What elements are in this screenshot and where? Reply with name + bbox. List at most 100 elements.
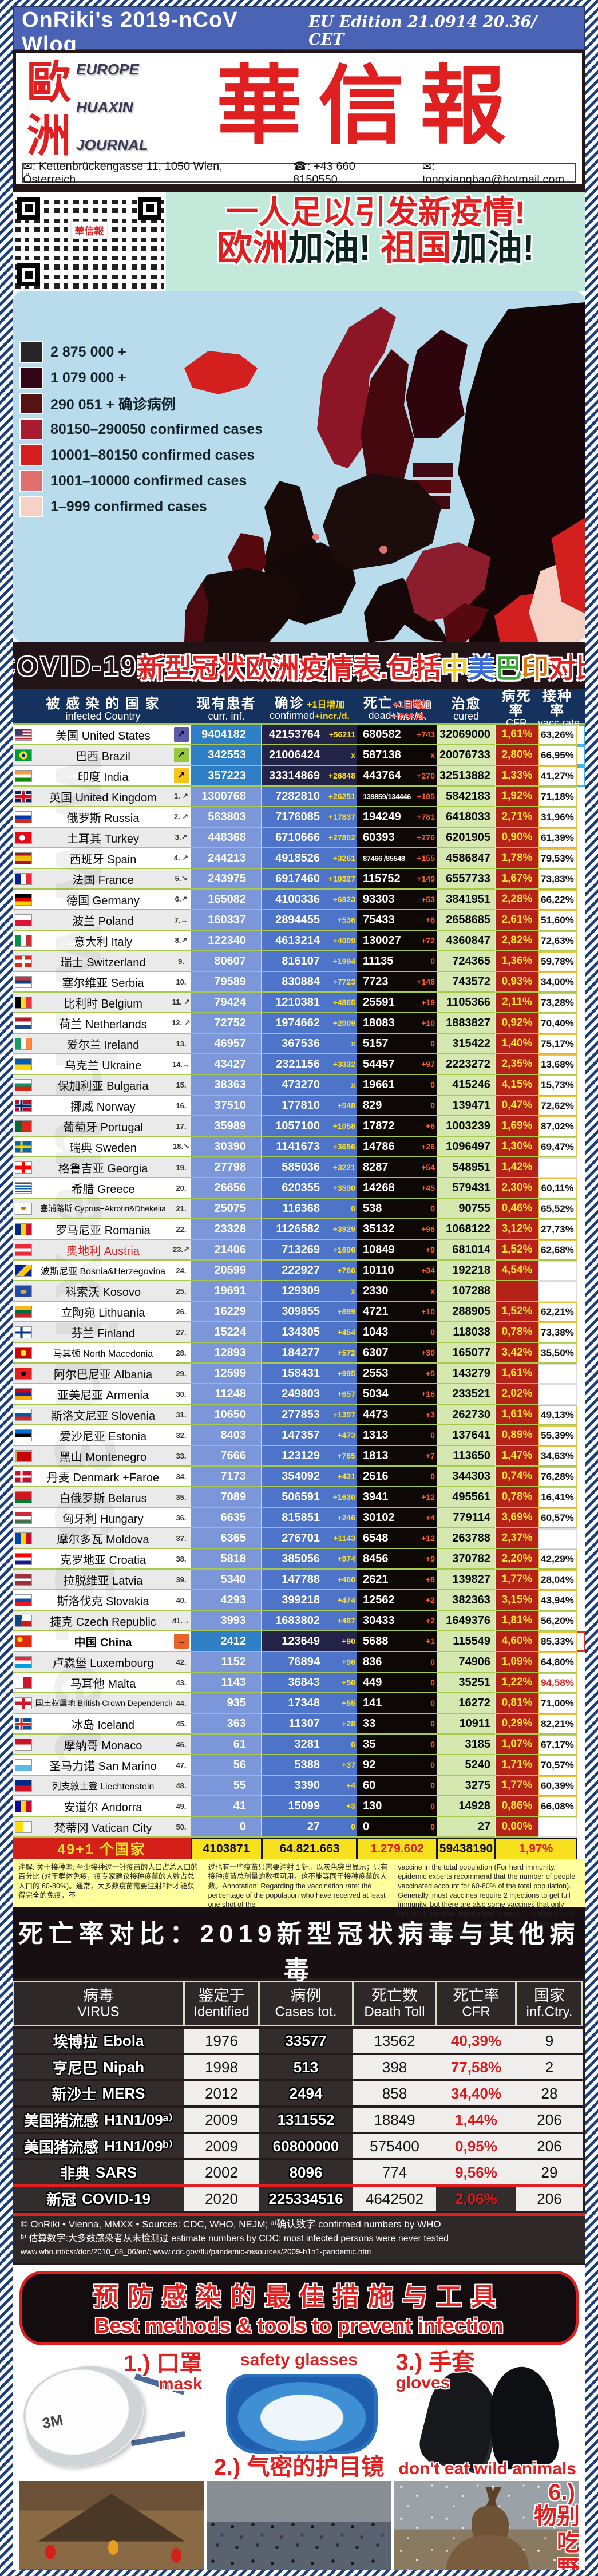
dead-increase: +5 [426, 1369, 435, 1378]
virus-cfr: 0,95% [436, 2134, 516, 2158]
rank-cell: 38. [172, 1549, 191, 1570]
dead-increase: 0 [430, 957, 435, 966]
dead-cell: 7723 +148 [357, 972, 437, 993]
rank-cell: 47. [172, 1755, 191, 1776]
confirmed-increase: +90 [342, 1637, 355, 1646]
country-name: 塞尔维亚 Serbia [34, 972, 172, 993]
rank-cell: 18.↘ [172, 1137, 191, 1157]
legend-item: 10001–80150 confirmed cases [19, 444, 263, 466]
rank-cell: 37. [172, 1528, 191, 1549]
col-cfr: 病死率 CFR [501, 689, 532, 729]
cured-value: 2658685 [437, 910, 495, 931]
confirmed-increase: +246 [337, 1513, 355, 1522]
table-row: 瑞士 Switzerland 9. 80607 816107 +1994 11135 0 72… [13, 951, 585, 972]
ro-flag-icon [15, 1223, 32, 1235]
mk-flag-icon [15, 1346, 32, 1359]
dead-increase: +10 [421, 1307, 435, 1316]
se-flag-icon [15, 1140, 32, 1153]
country-name: 瑞典 Sweden [34, 1137, 172, 1157]
country-name: 西班牙 Spain [34, 848, 172, 869]
flag-cell [13, 1508, 34, 1528]
vaccination-rate: 66,95% [538, 745, 577, 766]
cfr-value: 2,61% [495, 910, 538, 931]
current-infected-value: 56 [191, 1755, 262, 1776]
cfr-value: 0,86% [495, 1796, 538, 1817]
cfr-value: 0,47% [495, 1096, 538, 1116]
country-name: 希腊 Greece [34, 1178, 172, 1199]
current-infected-value: 342553 [191, 745, 262, 766]
table-row: 白俄罗斯 Belarus 35. 7089 506591 +1630 3941 +12 495… [13, 1487, 585, 1508]
flag-cell [13, 1075, 34, 1096]
dead-value: 115752 [363, 872, 401, 885]
confirmed-value: 1683802 [275, 1614, 320, 1627]
table-row: 列支敦士登 Liechtenstein 48. 55 3390 +4 60 0 3275 1,7… [13, 1776, 585, 1796]
virus-name: 美国猪流感 H1N1/09ᵇ⁾ [13, 2134, 184, 2158]
fi-flag-icon [15, 1326, 32, 1338]
virus-row: 新沙士 MERS 2012 2494 858 34,40% 28 [13, 2081, 585, 2108]
confirmed-increase: +1696 [332, 1245, 355, 1254]
flag-cell [13, 1157, 34, 1178]
table-row: 斯洛文尼亚 Slovenia 31. 10650 277853 +1397 4473 +3 2… [13, 1405, 585, 1425]
cfr-value: 2,11% [495, 993, 538, 1013]
dead-cell: 6548 +12 [357, 1528, 437, 1549]
cured-value: 10911 [437, 1714, 495, 1735]
flag-cell [13, 787, 34, 807]
legend-item: 80150–290050 confirmed cases [19, 418, 263, 440]
country-name: 土耳其 Turkey [34, 828, 172, 848]
vaccination-rate [538, 1364, 577, 1384]
current-infected-value: 6635 [191, 1508, 262, 1528]
confirmed-increase: +460 [337, 1575, 355, 1584]
dead-increase: +53 [421, 895, 435, 904]
vaccination-rate [538, 1157, 577, 1178]
cured-value: 779114 [437, 1508, 495, 1528]
fatality-banner-cn: 死亡率对比：2019新型冠状病毒与其他病毒 [18, 1920, 580, 1985]
table-row: 意大利 Italy 8.↗ 122340 4613214 +4009 130027 +72 4… [13, 931, 585, 951]
virus-table-body: 埃博拉 Ebola 1976 33577 13562 40,39% 9 亨尼巴 Nipah 199… [13, 2029, 585, 2213]
country-name: 俄罗斯 Russia [34, 807, 172, 828]
confirmed-value: 249803 [282, 1387, 320, 1400]
legend-label: 1001–10000 confirmed cases [50, 472, 247, 489]
country-name: 摩纳哥 Monaco [34, 1735, 172, 1755]
dead-cell: 1313 0 [357, 1425, 437, 1446]
dead-value: 60393 [363, 831, 395, 844]
prevention-item-mask: 3M 1.) 口罩 mask [19, 2350, 206, 2479]
virus-identified: 1998 [184, 2055, 259, 2079]
flag-cell [13, 869, 34, 890]
dead-increase: 0 [430, 1039, 435, 1048]
table-row: 波兰 Poland 7.→ 160337 2894455 +536 75433 +8 2658… [13, 910, 585, 931]
confirmed-value: 33314869 [269, 769, 320, 782]
legend-item: 1001–10000 confirmed cases [19, 470, 263, 492]
dead-increase: 0 [430, 1801, 435, 1811]
confirmed-cell: 33314869 +26848 [262, 766, 357, 787]
dead-increase: +12 [421, 1534, 435, 1543]
vaccination-rate: 62,68% [538, 1240, 577, 1261]
flag-cell [13, 725, 34, 745]
country-name: 荷兰 Netherlands [34, 1013, 172, 1034]
in-flag-icon [15, 769, 32, 782]
country-name: 格鲁吉亚 Georgia [34, 1157, 172, 1178]
virus-identified: 2020 [184, 2187, 259, 2211]
dead-value: 1313 [363, 1428, 389, 1441]
rank-cell: 19. [172, 1157, 191, 1178]
confirmed-increase: +37 [342, 1760, 355, 1769]
cured-value: 233521 [437, 1384, 495, 1405]
dead-value: 75433 [363, 913, 395, 926]
cfr-value: 0,78% [495, 1322, 538, 1343]
table-row: 西班牙 Spain 4. ↗ 244213 4918526 +3261 87466 /85… [13, 848, 585, 869]
cfr-value: 1,33% [495, 766, 538, 787]
flag-cell [13, 1487, 34, 1508]
dead-value: 443764 [363, 769, 401, 782]
dead-increase: 0 [430, 1472, 435, 1481]
confirmed-value: 713269 [282, 1243, 320, 1256]
slogan-box: 一人足以引发新疫情! 欧洲加油! 祖国加油! [166, 192, 585, 291]
flag-cell [13, 1364, 34, 1384]
table-row: 梵蒂冈 Vatican City 50. 0 27 0 0 0 27 0,00% [13, 1817, 585, 1838]
vaccination-rate: 62,21% [538, 1302, 577, 1322]
dead-value: 8456 [363, 1552, 389, 1565]
vaccination-rate: 60,11% [538, 1178, 577, 1199]
confirmed-value: 6917460 [275, 872, 320, 885]
dead-cell: 60393 +276 [357, 828, 437, 848]
vaccination-rate [538, 1384, 577, 1405]
table-row: 安道尔 Andorra 49. 41 15099 +3 130 0 14928 0,86% 66,… [13, 1796, 585, 1817]
